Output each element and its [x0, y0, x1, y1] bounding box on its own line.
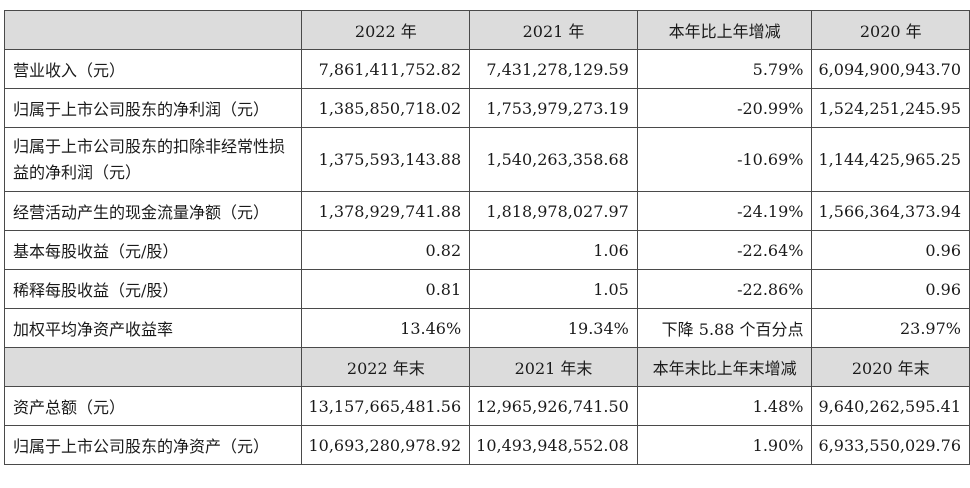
header-corner-cell [3, 10, 303, 50]
row-label: 归属于上市公司股东的净利润（元） [3, 88, 303, 128]
header-2021-end: 2021 年末 [469, 347, 638, 387]
value-2020: 23.97% [811, 308, 970, 348]
value-2022: 13,157,665,481.56 [301, 386, 471, 426]
value-2022: 1,385,850,718.02 [301, 88, 471, 128]
table-row: 归属于上市公司股东的扣除非经常性损益的净利润（元） 1,375,593,143.… [3, 127, 970, 192]
header-change: 本年比上年增减 [636, 10, 813, 50]
header-2022-end: 2022 年末 [301, 347, 471, 387]
header-2020: 2020 年 [811, 10, 970, 50]
value-2022: 1,375,593,143.88 [301, 127, 471, 192]
value-2021: 1,753,979,273.19 [469, 88, 638, 128]
value-change: -22.64% [636, 230, 813, 270]
value-2020: 1,524,251,245.95 [811, 88, 970, 128]
value-change: 1.48% [636, 386, 813, 426]
value-change: 下降 5.88 个百分点 [636, 308, 813, 348]
financial-summary-table-container: 2022 年 2021 年 本年比上年增减 2020 年 营业收入（元） 7,8… [3, 10, 970, 465]
row-label: 稀释每股收益（元/股） [3, 269, 303, 309]
table-row: 基本每股收益（元/股） 0.82 1.06 -22.64% 0.96 [3, 230, 970, 270]
row-label: 加权平均净资产收益率 [3, 308, 303, 348]
value-2020: 0.96 [811, 269, 970, 309]
value-change: 1.90% [636, 425, 813, 465]
table-row: 营业收入（元） 7,861,411,752.82 7,431,278,129.5… [3, 49, 970, 89]
value-2021: 10,493,948,552.08 [469, 425, 638, 465]
financial-summary-table: 2022 年 2021 年 本年比上年增减 2020 年 营业收入（元） 7,8… [3, 10, 970, 465]
value-change: -20.99% [636, 88, 813, 128]
value-change: -10.69% [636, 127, 813, 192]
value-2021: 12,965,926,741.50 [469, 386, 638, 426]
value-2020: 1,566,364,373.94 [811, 191, 970, 231]
table-row: 稀释每股收益（元/股） 0.81 1.05 -22.86% 0.96 [3, 269, 970, 309]
value-2022: 13.46% [301, 308, 471, 348]
value-2022: 0.82 [301, 230, 471, 270]
row-label: 经营活动产生的现金流量净额（元） [3, 191, 303, 231]
value-change: 5.79% [636, 49, 813, 89]
table-row: 归属于上市公司股东的净利润（元） 1,385,850,718.02 1,753,… [3, 88, 970, 128]
table-row: 加权平均净资产收益率 13.46% 19.34% 下降 5.88 个百分点 23… [3, 308, 970, 348]
value-2021: 1,540,263,358.68 [469, 127, 638, 192]
row-label: 营业收入（元） [3, 49, 303, 89]
table-row: 经营活动产生的现金流量净额（元） 1,378,929,741.88 1,818,… [3, 191, 970, 231]
value-2021: 1.06 [469, 230, 638, 270]
value-change: -24.19% [636, 191, 813, 231]
row-label: 基本每股收益（元/股） [3, 230, 303, 270]
value-2021: 19.34% [469, 308, 638, 348]
header-2020-end: 2020 年末 [811, 347, 970, 387]
header-change-end: 本年末比上年末增减 [636, 347, 813, 387]
value-2020: 0.96 [811, 230, 970, 270]
value-2020: 1,144,425,965.25 [811, 127, 970, 192]
table-row: 归属于上市公司股东的净资产（元） 10,693,280,978.92 10,49… [3, 425, 970, 465]
value-2022: 0.81 [301, 269, 471, 309]
value-2021: 1.05 [469, 269, 638, 309]
value-2020: 9,640,262,595.41 [811, 386, 970, 426]
value-2021: 7,431,278,129.59 [469, 49, 638, 89]
row-label: 归属于上市公司股东的净资产（元） [3, 425, 303, 465]
value-2022: 1,378,929,741.88 [301, 191, 471, 231]
value-change: -22.86% [636, 269, 813, 309]
value-2020: 6,933,550,029.76 [811, 425, 970, 465]
value-2022: 10,693,280,978.92 [301, 425, 471, 465]
row-label: 资产总额（元） [3, 386, 303, 426]
header-2022: 2022 年 [301, 10, 471, 50]
value-2021: 1,818,978,027.97 [469, 191, 638, 231]
header-row-year-end: 2022 年末 2021 年末 本年末比上年末增减 2020 年末 [3, 347, 970, 387]
row-label: 归属于上市公司股东的扣除非经常性损益的净利润（元） [3, 127, 303, 192]
header-corner-cell [3, 347, 303, 387]
header-row-annual: 2022 年 2021 年 本年比上年增减 2020 年 [3, 10, 970, 50]
header-2021: 2021 年 [469, 10, 638, 50]
value-2020: 6,094,900,943.70 [811, 49, 970, 89]
table-row: 资产总额（元） 13,157,665,481.56 12,965,926,741… [3, 386, 970, 426]
value-2022: 7,861,411,752.82 [301, 49, 471, 89]
